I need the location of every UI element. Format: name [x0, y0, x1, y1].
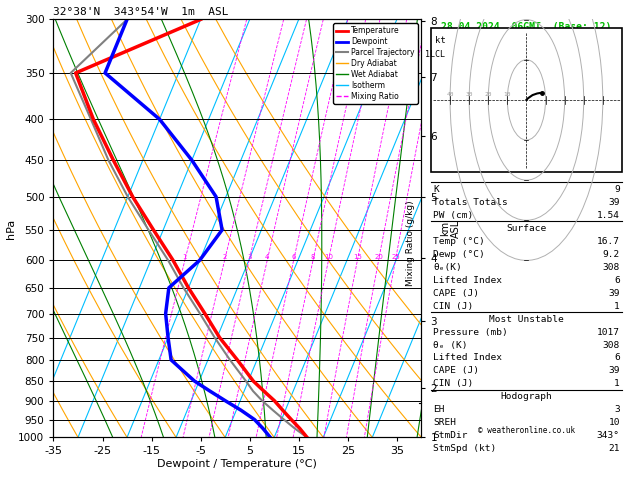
Text: CAPE (J): CAPE (J) — [433, 289, 479, 298]
Text: 1017: 1017 — [597, 328, 620, 337]
Text: Totals Totals: Totals Totals — [433, 198, 508, 207]
Text: Lifted Index: Lifted Index — [433, 353, 502, 363]
Text: 6: 6 — [614, 353, 620, 363]
Text: Mixing Ratio (g/kg): Mixing Ratio (g/kg) — [406, 200, 415, 286]
Text: © weatheronline.co.uk: © weatheronline.co.uk — [478, 426, 575, 435]
Text: CIN (J): CIN (J) — [433, 302, 473, 311]
Text: 1: 1 — [614, 302, 620, 311]
Text: 3: 3 — [247, 254, 252, 260]
Text: 16.7: 16.7 — [597, 237, 620, 246]
Text: 40: 40 — [447, 91, 454, 97]
Text: 6: 6 — [291, 254, 296, 260]
Y-axis label: hPa: hPa — [6, 218, 16, 239]
Text: K: K — [433, 185, 438, 194]
Text: 3: 3 — [614, 405, 620, 414]
Text: 20: 20 — [374, 254, 383, 260]
Y-axis label: km
ASL: km ASL — [440, 219, 461, 238]
Text: CIN (J): CIN (J) — [433, 380, 473, 388]
Text: Most Unstable: Most Unstable — [489, 314, 564, 324]
Text: 39: 39 — [608, 366, 620, 375]
Text: 1: 1 — [182, 254, 187, 260]
Text: 10: 10 — [324, 254, 333, 260]
Text: 308: 308 — [603, 341, 620, 349]
Text: Lifted Index: Lifted Index — [433, 276, 502, 285]
Text: Temp (°C): Temp (°C) — [433, 237, 485, 246]
Text: 32°38'N  343°54'W  1m  ASL: 32°38'N 343°54'W 1m ASL — [53, 7, 229, 17]
Text: 20: 20 — [484, 91, 492, 97]
Text: Pressure (mb): Pressure (mb) — [433, 328, 508, 337]
Text: 1LCL: 1LCL — [425, 50, 445, 59]
Text: 39: 39 — [608, 289, 620, 298]
Text: StmDir: StmDir — [433, 431, 467, 440]
Legend: Temperature, Dewpoint, Parcel Trajectory, Dry Adiabat, Wet Adiabat, Isotherm, Mi: Temperature, Dewpoint, Parcel Trajectory… — [333, 23, 418, 104]
Text: 343°: 343° — [597, 431, 620, 440]
Text: 1.54: 1.54 — [597, 211, 620, 220]
Text: 10: 10 — [504, 91, 511, 97]
Text: 25: 25 — [391, 254, 400, 260]
Text: Dewp (°C): Dewp (°C) — [433, 250, 485, 259]
Text: 1: 1 — [614, 380, 620, 388]
Text: 10: 10 — [608, 418, 620, 427]
Text: Surface: Surface — [506, 224, 547, 233]
Text: 21: 21 — [608, 444, 620, 453]
Text: 39: 39 — [608, 198, 620, 207]
Text: PW (cm): PW (cm) — [433, 211, 473, 220]
Text: 28.04.2024  06GMT  (Base: 12): 28.04.2024 06GMT (Base: 12) — [441, 21, 611, 32]
Text: 8: 8 — [311, 254, 315, 260]
Text: 15: 15 — [353, 254, 362, 260]
Text: 6: 6 — [614, 276, 620, 285]
Text: kt: kt — [435, 36, 446, 45]
Text: 30: 30 — [465, 91, 473, 97]
X-axis label: Dewpoint / Temperature (°C): Dewpoint / Temperature (°C) — [157, 459, 318, 469]
Text: CAPE (J): CAPE (J) — [433, 366, 479, 375]
Text: EH: EH — [433, 405, 445, 414]
Text: 4: 4 — [265, 254, 269, 260]
Text: 2: 2 — [223, 254, 227, 260]
Text: Hodograph: Hodograph — [501, 392, 552, 401]
Text: θₑ (K): θₑ (K) — [433, 341, 467, 349]
Text: SREH: SREH — [433, 418, 456, 427]
Text: 308: 308 — [603, 263, 620, 272]
Text: θₑ(K): θₑ(K) — [433, 263, 462, 272]
Bar — [431, 28, 622, 172]
Text: 9: 9 — [614, 185, 620, 194]
Text: 9.2: 9.2 — [603, 250, 620, 259]
Text: StmSpd (kt): StmSpd (kt) — [433, 444, 496, 453]
